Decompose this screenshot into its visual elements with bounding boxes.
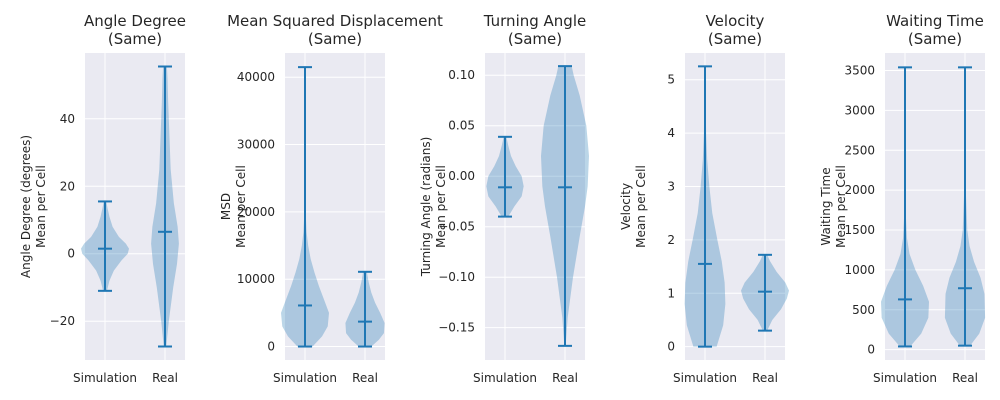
y-axis-label: VelocityMean per Cell (619, 165, 648, 248)
y-tick-label: 0.05 (448, 119, 475, 133)
x-tick-label: Real (352, 371, 378, 385)
y-tick-label: 40 (60, 112, 75, 126)
y-tick-label: 0 (267, 340, 275, 354)
plot-area (285, 53, 385, 360)
panel-angle-degree: −20 0 20 40 Simulation Real Angle Degree (Same)… (19, 12, 186, 385)
y-tick-label: −0.15 (438, 321, 475, 335)
panel-velocity: 0 1 2 3 4 5 Simulation Real Velocity (Same) Veloci… (619, 12, 789, 385)
y-tick-label: 40000 (237, 70, 275, 84)
y-tick-label: 0 (67, 247, 75, 261)
x-tick-label: Simulation (873, 371, 937, 385)
y-tick-label: 10000 (237, 272, 275, 286)
x-tick-label: Simulation (473, 371, 537, 385)
y-tick-label: 20000 (237, 205, 275, 219)
panel-mean-squared-displacement: 0 10000 20000 30000 40000 Simulation Real Mean … (219, 12, 443, 385)
x-tick-label: Real (752, 371, 778, 385)
y-tick-label: 30000 (237, 138, 275, 152)
y-tick-label: 4 (667, 126, 675, 140)
chart-title: Velocity (Same) (706, 12, 765, 48)
plot-area (85, 53, 185, 360)
y-tick-label: 3000 (844, 103, 875, 117)
x-tick-label: Real (952, 371, 978, 385)
panel-turning-angle: −0.15 −0.10 −0.05 0.00 0.05 0.10 Simulation Rea… (419, 12, 589, 385)
plot-area (685, 53, 785, 360)
y-tick-label: 500 (852, 303, 875, 317)
y-tick-label: −0.10 (438, 270, 475, 284)
y-tick-label: 0.10 (448, 68, 475, 82)
y-tick-label: 1 (667, 286, 675, 300)
chart-title: Mean Squared Displacement (Same) (227, 12, 443, 48)
y-tick-label: 20 (60, 179, 75, 193)
y-tick-label: 2000 (844, 183, 875, 197)
y-tick-label: −20 (50, 314, 75, 328)
y-tick-label: 2500 (844, 143, 875, 157)
y-tick-label: 0 (867, 343, 875, 357)
y-axis-label: Waiting TimeMean per Cell (819, 165, 848, 248)
y-tick-label: 0.00 (448, 169, 475, 183)
panel-waiting-time: 0 500 1000 1500 2000 2500 3000 3500 Simulation Re… (819, 12, 986, 385)
y-tick-label: −0.05 (438, 220, 475, 234)
chart-title: Waiting Time (Same) (886, 12, 984, 48)
x-tick-label: Simulation (673, 371, 737, 385)
chart-title: Angle Degree (Same) (84, 12, 186, 48)
plot-area (485, 53, 585, 360)
y-axis-label: Angle Degree (degrees)Mean per Cell (19, 135, 48, 278)
y-tick-label: 2 (667, 233, 675, 247)
x-tick-label: Simulation (273, 371, 337, 385)
x-tick-label: Real (552, 371, 578, 385)
y-tick-label: 1000 (844, 263, 875, 277)
x-tick-label: Simulation (73, 371, 137, 385)
y-tick-label: 5 (667, 73, 675, 87)
y-tick-label: 3500 (844, 64, 875, 78)
y-tick-label: 3 (667, 179, 675, 193)
y-axis-label: Turning Angle (radians)Mean per Cell (419, 137, 448, 278)
plot-area (885, 53, 985, 360)
x-tick-label: Real (152, 371, 178, 385)
y-tick-label: 1500 (844, 223, 875, 237)
y-tick-label: 0 (667, 340, 675, 354)
chart-title: Turning Angle (Same) (483, 12, 586, 48)
y-axis-label: MSDMean per Cell (219, 165, 248, 248)
